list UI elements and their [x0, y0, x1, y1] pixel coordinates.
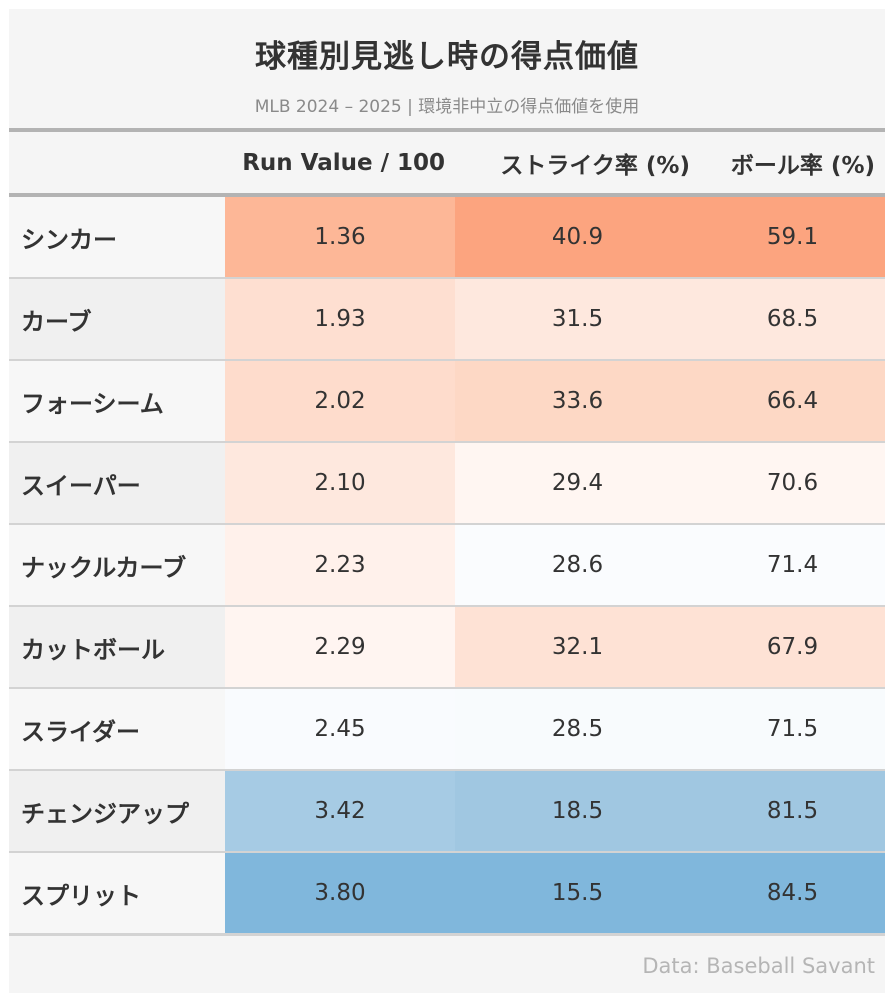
title-area: 球種別見逃し時の得点価値 MLB 2024 – 2025 | 環境非中立の得点価… — [9, 9, 885, 132]
pitch-type-label: スイーパー — [9, 442, 225, 525]
run-value-cell: 3.42 — [225, 770, 455, 853]
ball-rate-cell: 67.9 — [700, 606, 885, 689]
table-row: チェンジアップ 3.42 18.5 81.5 — [9, 770, 885, 853]
ball-rate-cell: 84.5 — [700, 852, 885, 936]
strike-rate-cell: 33.6 — [455, 360, 700, 443]
strike-rate-cell: 29.4 — [455, 442, 700, 525]
data-table: Run Value / 100 ストライク率 (%) ボール率 (%) シンカー… — [9, 132, 885, 936]
table-row: ナックルカーブ 2.23 28.6 71.4 — [9, 524, 885, 607]
strike-rate-cell: 32.1 — [455, 606, 700, 689]
table-row: カーブ 1.93 31.5 68.5 — [9, 278, 885, 361]
column-header-run-value: Run Value / 100 — [225, 132, 455, 197]
pitch-type-label: チェンジアップ — [9, 770, 225, 853]
run-value-cell: 3.80 — [225, 852, 455, 936]
table-body: シンカー 1.36 40.9 59.1 カーブ 1.93 31.5 68.5 フォーシーム 2.0… — [9, 195, 885, 936]
column-header-ball-rate: ボール率 (%) — [700, 132, 885, 197]
ball-rate-cell: 68.5 — [700, 278, 885, 361]
table-title: 球種別見逃し時の得点価値 — [255, 39, 639, 75]
run-value-cell: 2.02 — [225, 360, 455, 443]
column-header-strike-rate: ストライク率 (%) — [455, 132, 700, 197]
pitch-type-label: スライダー — [9, 688, 225, 771]
run-value-cell: 2.10 — [225, 442, 455, 525]
run-value-cell: 1.93 — [225, 278, 455, 361]
table-row: シンカー 1.36 40.9 59.1 — [9, 195, 885, 279]
strike-rate-cell: 28.6 — [455, 524, 700, 607]
strike-rate-cell: 18.5 — [455, 770, 700, 853]
ball-rate-cell: 59.1 — [700, 195, 885, 279]
pitch-type-label: フォーシーム — [9, 360, 225, 443]
source-note: Data: Baseball Savant — [642, 954, 875, 978]
ball-rate-cell: 71.5 — [700, 688, 885, 771]
strike-rate-cell: 15.5 — [455, 852, 700, 936]
strike-rate-cell: 31.5 — [455, 278, 700, 361]
table-row: スイーパー 2.10 29.4 70.6 — [9, 442, 885, 525]
run-value-cell: 2.45 — [225, 688, 455, 771]
strike-rate-cell: 40.9 — [455, 195, 700, 279]
column-header-stub — [9, 132, 225, 197]
run-value-cell: 2.29 — [225, 606, 455, 689]
table-row: スプリット 3.80 15.5 84.5 — [9, 852, 885, 936]
table-row: フォーシーム 2.02 33.6 66.4 — [9, 360, 885, 443]
run-value-cell: 1.36 — [225, 195, 455, 279]
pitch-type-label: シンカー — [9, 195, 225, 279]
ball-rate-cell: 71.4 — [700, 524, 885, 607]
pitch-type-label: スプリット — [9, 852, 225, 936]
ball-rate-cell: 66.4 — [700, 360, 885, 443]
pitch-type-label: カットボール — [9, 606, 225, 689]
pitch-type-label: ナックルカーブ — [9, 524, 225, 607]
pitch-type-label: カーブ — [9, 278, 225, 361]
ball-rate-cell: 81.5 — [700, 770, 885, 853]
table-row: スライダー 2.45 28.5 71.5 — [9, 688, 885, 771]
table-subtitle: MLB 2024 – 2025 | 環境非中立の得点価値を使用 — [254, 97, 640, 117]
table-row: カットボール 2.29 32.1 67.9 — [9, 606, 885, 689]
table-card: 球種別見逃し時の得点価値 MLB 2024 – 2025 | 環境非中立の得点価… — [9, 9, 885, 993]
header-row: Run Value / 100 ストライク率 (%) ボール率 (%) — [9, 132, 885, 197]
strike-rate-cell: 28.5 — [455, 688, 700, 771]
ball-rate-cell: 70.6 — [700, 442, 885, 525]
run-value-cell: 2.23 — [225, 524, 455, 607]
